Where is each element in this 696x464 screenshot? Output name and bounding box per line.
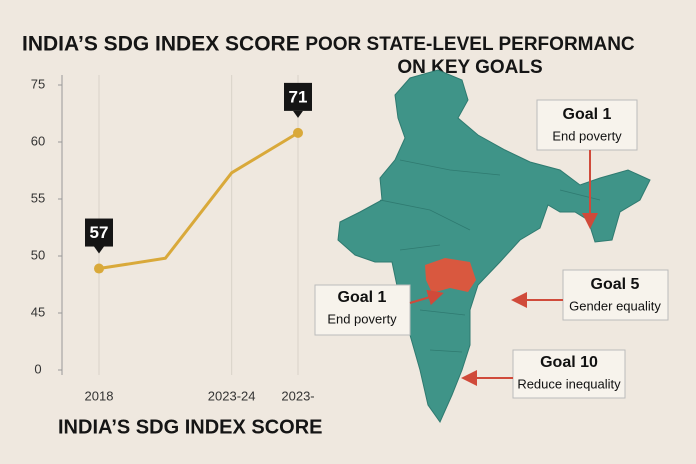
point <box>94 263 104 274</box>
callout-arrow <box>409 289 444 306</box>
map-title: POOR STATE-LEVEL PERFORMANC <box>305 34 635 55</box>
callout-goal: Goal 10 <box>540 354 598 371</box>
callout-box <box>314 284 411 336</box>
y-tick-label: 0 <box>34 361 41 376</box>
chart-title: INDIA’S SDG INDEX SCORE <box>22 33 300 56</box>
state-borders <box>379 159 601 353</box>
annotation-box <box>284 82 312 111</box>
callout-text: Gender equality <box>569 298 661 313</box>
y-tick-label: 60 <box>31 133 45 148</box>
callout-box <box>562 269 669 321</box>
annotation: 71 <box>289 87 308 106</box>
callout-goal: Goal 5 <box>591 276 640 293</box>
x-tick-label: 2023- <box>281 388 314 403</box>
callout-text: Reduce inequality <box>517 376 621 391</box>
annotation: 57 <box>90 223 109 242</box>
callout-goal: Goal 1 <box>338 289 387 306</box>
annotation-pointer <box>293 110 303 118</box>
callout-goal: Goal 1 <box>563 106 612 123</box>
callout-text: End poverty <box>552 128 622 143</box>
india-map <box>337 69 651 424</box>
annotation-box <box>85 218 113 247</box>
annotation-pointer <box>94 246 104 254</box>
highlight-region <box>425 258 476 293</box>
line <box>98 131 299 271</box>
x-tick-label: 2023-24 <box>208 388 256 403</box>
y-tick-label: 75 <box>31 76 45 91</box>
x-tick-label: 2018 <box>85 388 114 403</box>
x-axis-label: INDIA’S SDG INDEX SCORE <box>58 416 323 438</box>
callout-text: End poverty <box>327 311 397 326</box>
callout-box <box>512 349 626 399</box>
map-title: ON KEY GOALS <box>397 57 542 78</box>
point <box>293 127 303 138</box>
y-tick-label: 45 <box>31 304 45 319</box>
y-tick-label: 50 <box>31 247 45 262</box>
y-tick-label: 55 <box>31 190 45 205</box>
callout-box <box>536 99 638 151</box>
